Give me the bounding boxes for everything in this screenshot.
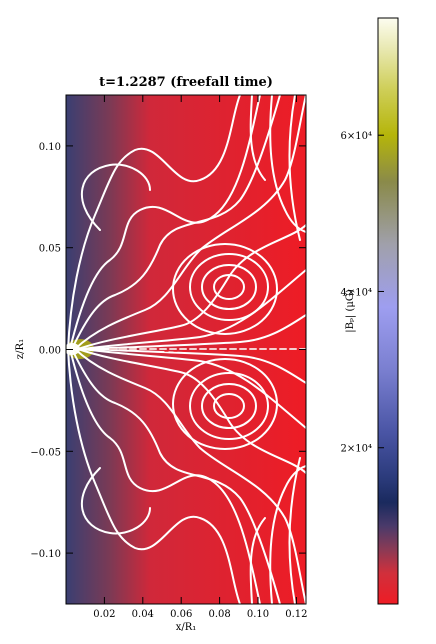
- x-tick-label: 0.08: [208, 609, 230, 620]
- x-axis: 0.02 0.04 0.06 0.08 0.10 0.12: [93, 95, 308, 620]
- chart-title: t=1.2287 (freefall time): [99, 75, 273, 90]
- y-tick-label: 0.05: [39, 244, 61, 255]
- x-tick-label: 0.10: [247, 609, 269, 620]
- x-tick-label: 0.12: [285, 609, 307, 620]
- x-axis-label: x/R₁: [176, 622, 197, 633]
- colorbar-ticks: 2×10⁴ 4×10⁴ 6×10⁴: [341, 131, 384, 455]
- x-tick-label: 0.06: [170, 609, 192, 620]
- colorbar: 2×10⁴ 4×10⁴ 6×10⁴ |Bₚ| (μG): [341, 17, 399, 605]
- x-tick-label: 0.04: [132, 609, 154, 620]
- y-axis-label: z/R₁: [15, 339, 26, 359]
- y-tick-label: −0.10: [30, 549, 61, 560]
- field-lines: [67, 95, 306, 604]
- colorbar-ramp: [377, 17, 399, 605]
- y-tick-label: −0.05: [30, 447, 61, 458]
- colorbar-tick-label: 4×10⁴: [341, 287, 372, 298]
- x-tick-label: 0.02: [93, 609, 115, 620]
- y-tick-label: 0.00: [39, 346, 61, 357]
- y-axis: 0.10 0.05 0.00 −0.05 −0.10: [30, 142, 306, 560]
- y-tick-label: 0.10: [39, 142, 61, 153]
- colorbar-tick-label: 2×10⁴: [341, 444, 372, 455]
- colorbar-tick-label: 6×10⁴: [341, 131, 372, 142]
- colorbar-label: |Bₚ| (μG): [345, 289, 356, 333]
